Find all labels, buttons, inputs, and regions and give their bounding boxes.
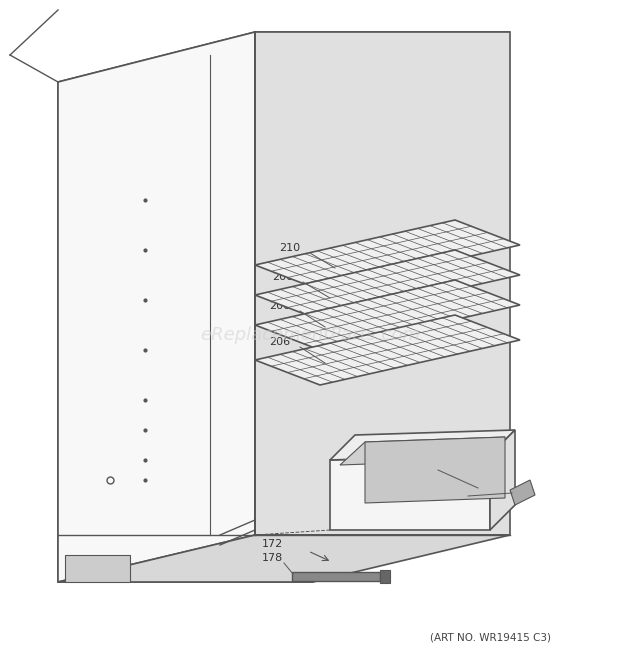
Text: 206: 206 — [269, 301, 290, 311]
Polygon shape — [255, 32, 510, 535]
Polygon shape — [65, 555, 130, 582]
Polygon shape — [58, 32, 510, 82]
Polygon shape — [340, 437, 505, 465]
Polygon shape — [255, 250, 520, 320]
Text: 178: 178 — [262, 553, 283, 563]
Polygon shape — [330, 455, 490, 530]
Text: (ART NO. WR19415 C3): (ART NO. WR19415 C3) — [430, 633, 551, 643]
Polygon shape — [58, 82, 313, 582]
Polygon shape — [58, 32, 255, 582]
Polygon shape — [58, 535, 510, 582]
Polygon shape — [510, 480, 535, 505]
Text: 179: 179 — [470, 485, 491, 495]
Text: 172: 172 — [262, 539, 283, 549]
Polygon shape — [330, 430, 515, 460]
Polygon shape — [365, 437, 505, 503]
Polygon shape — [292, 572, 380, 581]
Text: 206: 206 — [269, 337, 290, 347]
Polygon shape — [255, 315, 520, 385]
Polygon shape — [380, 570, 390, 583]
Polygon shape — [255, 280, 520, 350]
Polygon shape — [490, 430, 515, 530]
Text: 210: 210 — [279, 243, 300, 253]
Polygon shape — [255, 220, 520, 290]
Text: eReplacementParts.com: eReplacementParts.com — [200, 326, 420, 344]
Text: 211: 211 — [440, 459, 461, 469]
Text: 206: 206 — [272, 272, 293, 282]
